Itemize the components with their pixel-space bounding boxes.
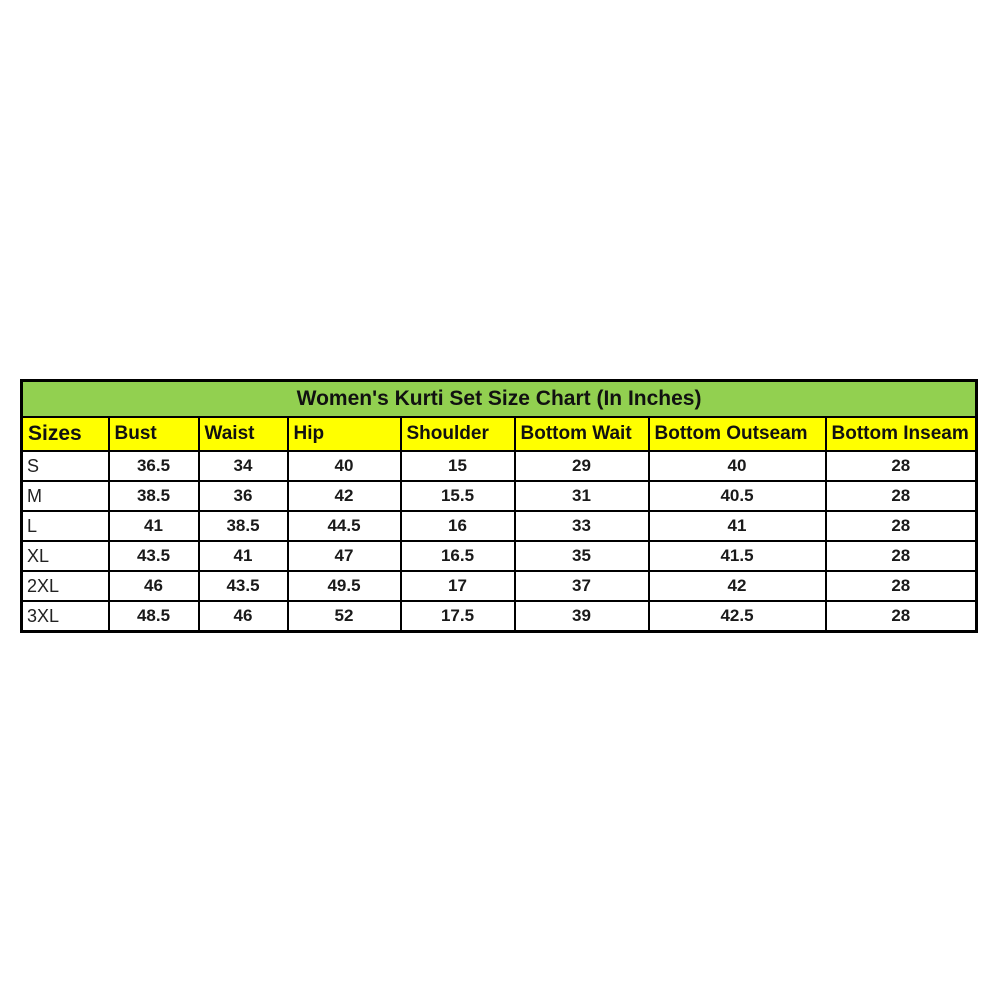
table-cell: 16.5 — [399, 540, 516, 572]
table-cell: 35 — [513, 540, 650, 572]
table-cell: 28 — [824, 480, 978, 512]
column-header-hip: Hip — [286, 416, 402, 452]
table-row-2xl: 2XL 46 43.5 49.5 17 37 42 28 — [20, 570, 978, 602]
table-cell: 28 — [824, 600, 978, 633]
table-cell: 42 — [647, 570, 827, 602]
table-cell: 41 — [107, 510, 200, 542]
table-cell: 42.5 — [647, 600, 827, 633]
size-label: 3XL — [20, 600, 110, 633]
table-row-xl: XL 43.5 41 47 16.5 35 41.5 28 — [20, 540, 978, 572]
table-title-row: Women's Kurti Set Size Chart (In Inches) — [20, 379, 978, 418]
table-cell: 34 — [197, 450, 289, 482]
table-cell: 49.5 — [286, 570, 402, 602]
table-row-m: M 38.5 36 42 15.5 31 40.5 28 — [20, 480, 978, 512]
column-header-shoulder: Shoulder — [399, 416, 516, 452]
table-cell: 15.5 — [399, 480, 516, 512]
table-cell: 36.5 — [107, 450, 200, 482]
table-cell: 52 — [286, 600, 402, 633]
table-row-s: S 36.5 34 40 15 29 40 28 — [20, 450, 978, 482]
column-header-bottom-wait: Bottom Wait — [513, 416, 650, 452]
column-header-bottom-inseam: Bottom Inseam — [824, 416, 978, 452]
size-label: L — [20, 510, 110, 542]
table-cell: 28 — [824, 510, 978, 542]
table-cell: 17 — [399, 570, 516, 602]
table-cell: 48.5 — [107, 600, 200, 633]
table-cell: 42 — [286, 480, 402, 512]
table-cell: 38.5 — [107, 480, 200, 512]
table-cell: 28 — [824, 570, 978, 602]
size-label: M — [20, 480, 110, 512]
table-cell: 31 — [513, 480, 650, 512]
table-cell: 44.5 — [286, 510, 402, 542]
table-cell: 28 — [824, 450, 978, 482]
table-cell: 40 — [647, 450, 827, 482]
table-cell: 41.5 — [647, 540, 827, 572]
table-cell: 40 — [286, 450, 402, 482]
table-cell: 41 — [197, 540, 289, 572]
column-header-sizes: Sizes — [20, 416, 110, 452]
column-header-bottom-outseam: Bottom Outseam — [647, 416, 827, 452]
size-label: 2XL — [20, 570, 110, 602]
table-cell: 41 — [647, 510, 827, 542]
table-cell: 17.5 — [399, 600, 516, 633]
table-row-l: L 41 38.5 44.5 16 33 41 28 — [20, 510, 978, 542]
table-cell: 43.5 — [107, 540, 200, 572]
table-cell: 15 — [399, 450, 516, 482]
table-cell: 40.5 — [647, 480, 827, 512]
table-cell: 28 — [824, 540, 978, 572]
table-cell: 37 — [513, 570, 650, 602]
column-header-bust: Bust — [107, 416, 200, 452]
size-label: XL — [20, 540, 110, 572]
table-cell: 29 — [513, 450, 650, 482]
chart-title: Women's Kurti Set Size Chart (In Inches) — [20, 379, 978, 418]
table-cell: 43.5 — [197, 570, 289, 602]
table-cell: 39 — [513, 600, 650, 633]
table-cell: 38.5 — [197, 510, 289, 542]
table-cell: 16 — [399, 510, 516, 542]
size-label: S — [20, 450, 110, 482]
size-chart: Women's Kurti Set Size Chart (In Inches)… — [20, 379, 979, 633]
table-cell: 36 — [197, 480, 289, 512]
table-cell: 46 — [107, 570, 200, 602]
table-cell: 47 — [286, 540, 402, 572]
table-row-3xl: 3XL 48.5 46 52 17.5 39 42.5 28 — [20, 600, 978, 633]
table-header-row: Sizes Bust Waist Hip Shoulder Bottom Wai… — [20, 416, 978, 452]
size-chart-table: Women's Kurti Set Size Chart (In Inches)… — [20, 379, 979, 633]
table-cell: 46 — [197, 600, 289, 633]
column-header-waist: Waist — [197, 416, 289, 452]
table-cell: 33 — [513, 510, 650, 542]
